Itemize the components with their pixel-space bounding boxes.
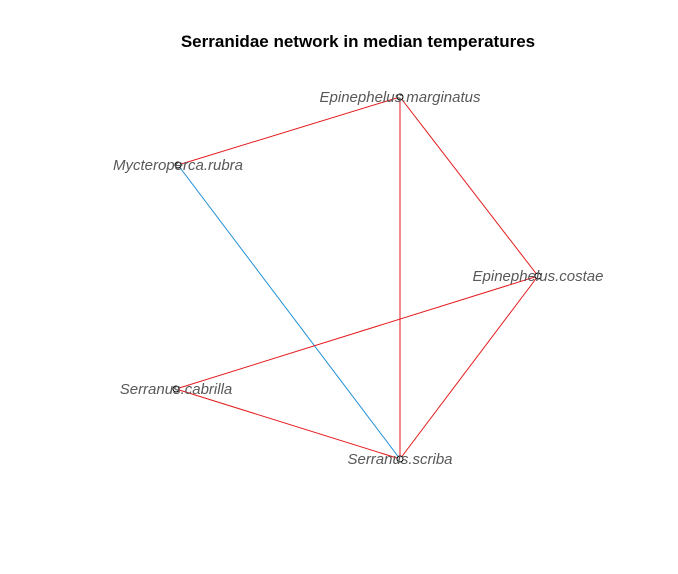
- edge-se_cabrilla-se_scriba: [175, 388, 401, 460]
- node-se_cabrilla: [172, 385, 180, 393]
- node-label-mycteroperca: Mycteroperca.rubra: [113, 157, 243, 174]
- edge-ep_costae-se_scriba: [399, 275, 539, 460]
- labels-layer: Mycteroperca.rubra Epinephelus.marginatus…: [113, 89, 604, 468]
- node-mycteroperca: [174, 161, 182, 169]
- node-ep_marginatus: [396, 93, 404, 101]
- node-label-ep_marginatus: Epinephelus.marginatus: [320, 89, 481, 106]
- edges-layer: [175, 96, 539, 460]
- edge-ep_marginatus-ep_costae: [399, 96, 539, 277]
- node-ep_costae: [534, 272, 542, 280]
- nodes-layer: [172, 93, 542, 463]
- edge-ep_costae-se_cabrilla: [175, 275, 539, 390]
- node-label-ep_costae: Epinephelus.costae: [473, 268, 604, 285]
- node-se_scriba: [396, 455, 404, 463]
- node-label-se_cabrilla: Serranus.cabrilla: [120, 381, 233, 398]
- node-label-se_scriba: Serranus.scriba: [347, 451, 452, 468]
- edge-mycteroperca-se_scriba: [177, 164, 401, 460]
- edge-mycteroperca-ep_marginatus: [177, 96, 401, 166]
- plot-title: Serranidae network in median temperature…: [181, 32, 535, 51]
